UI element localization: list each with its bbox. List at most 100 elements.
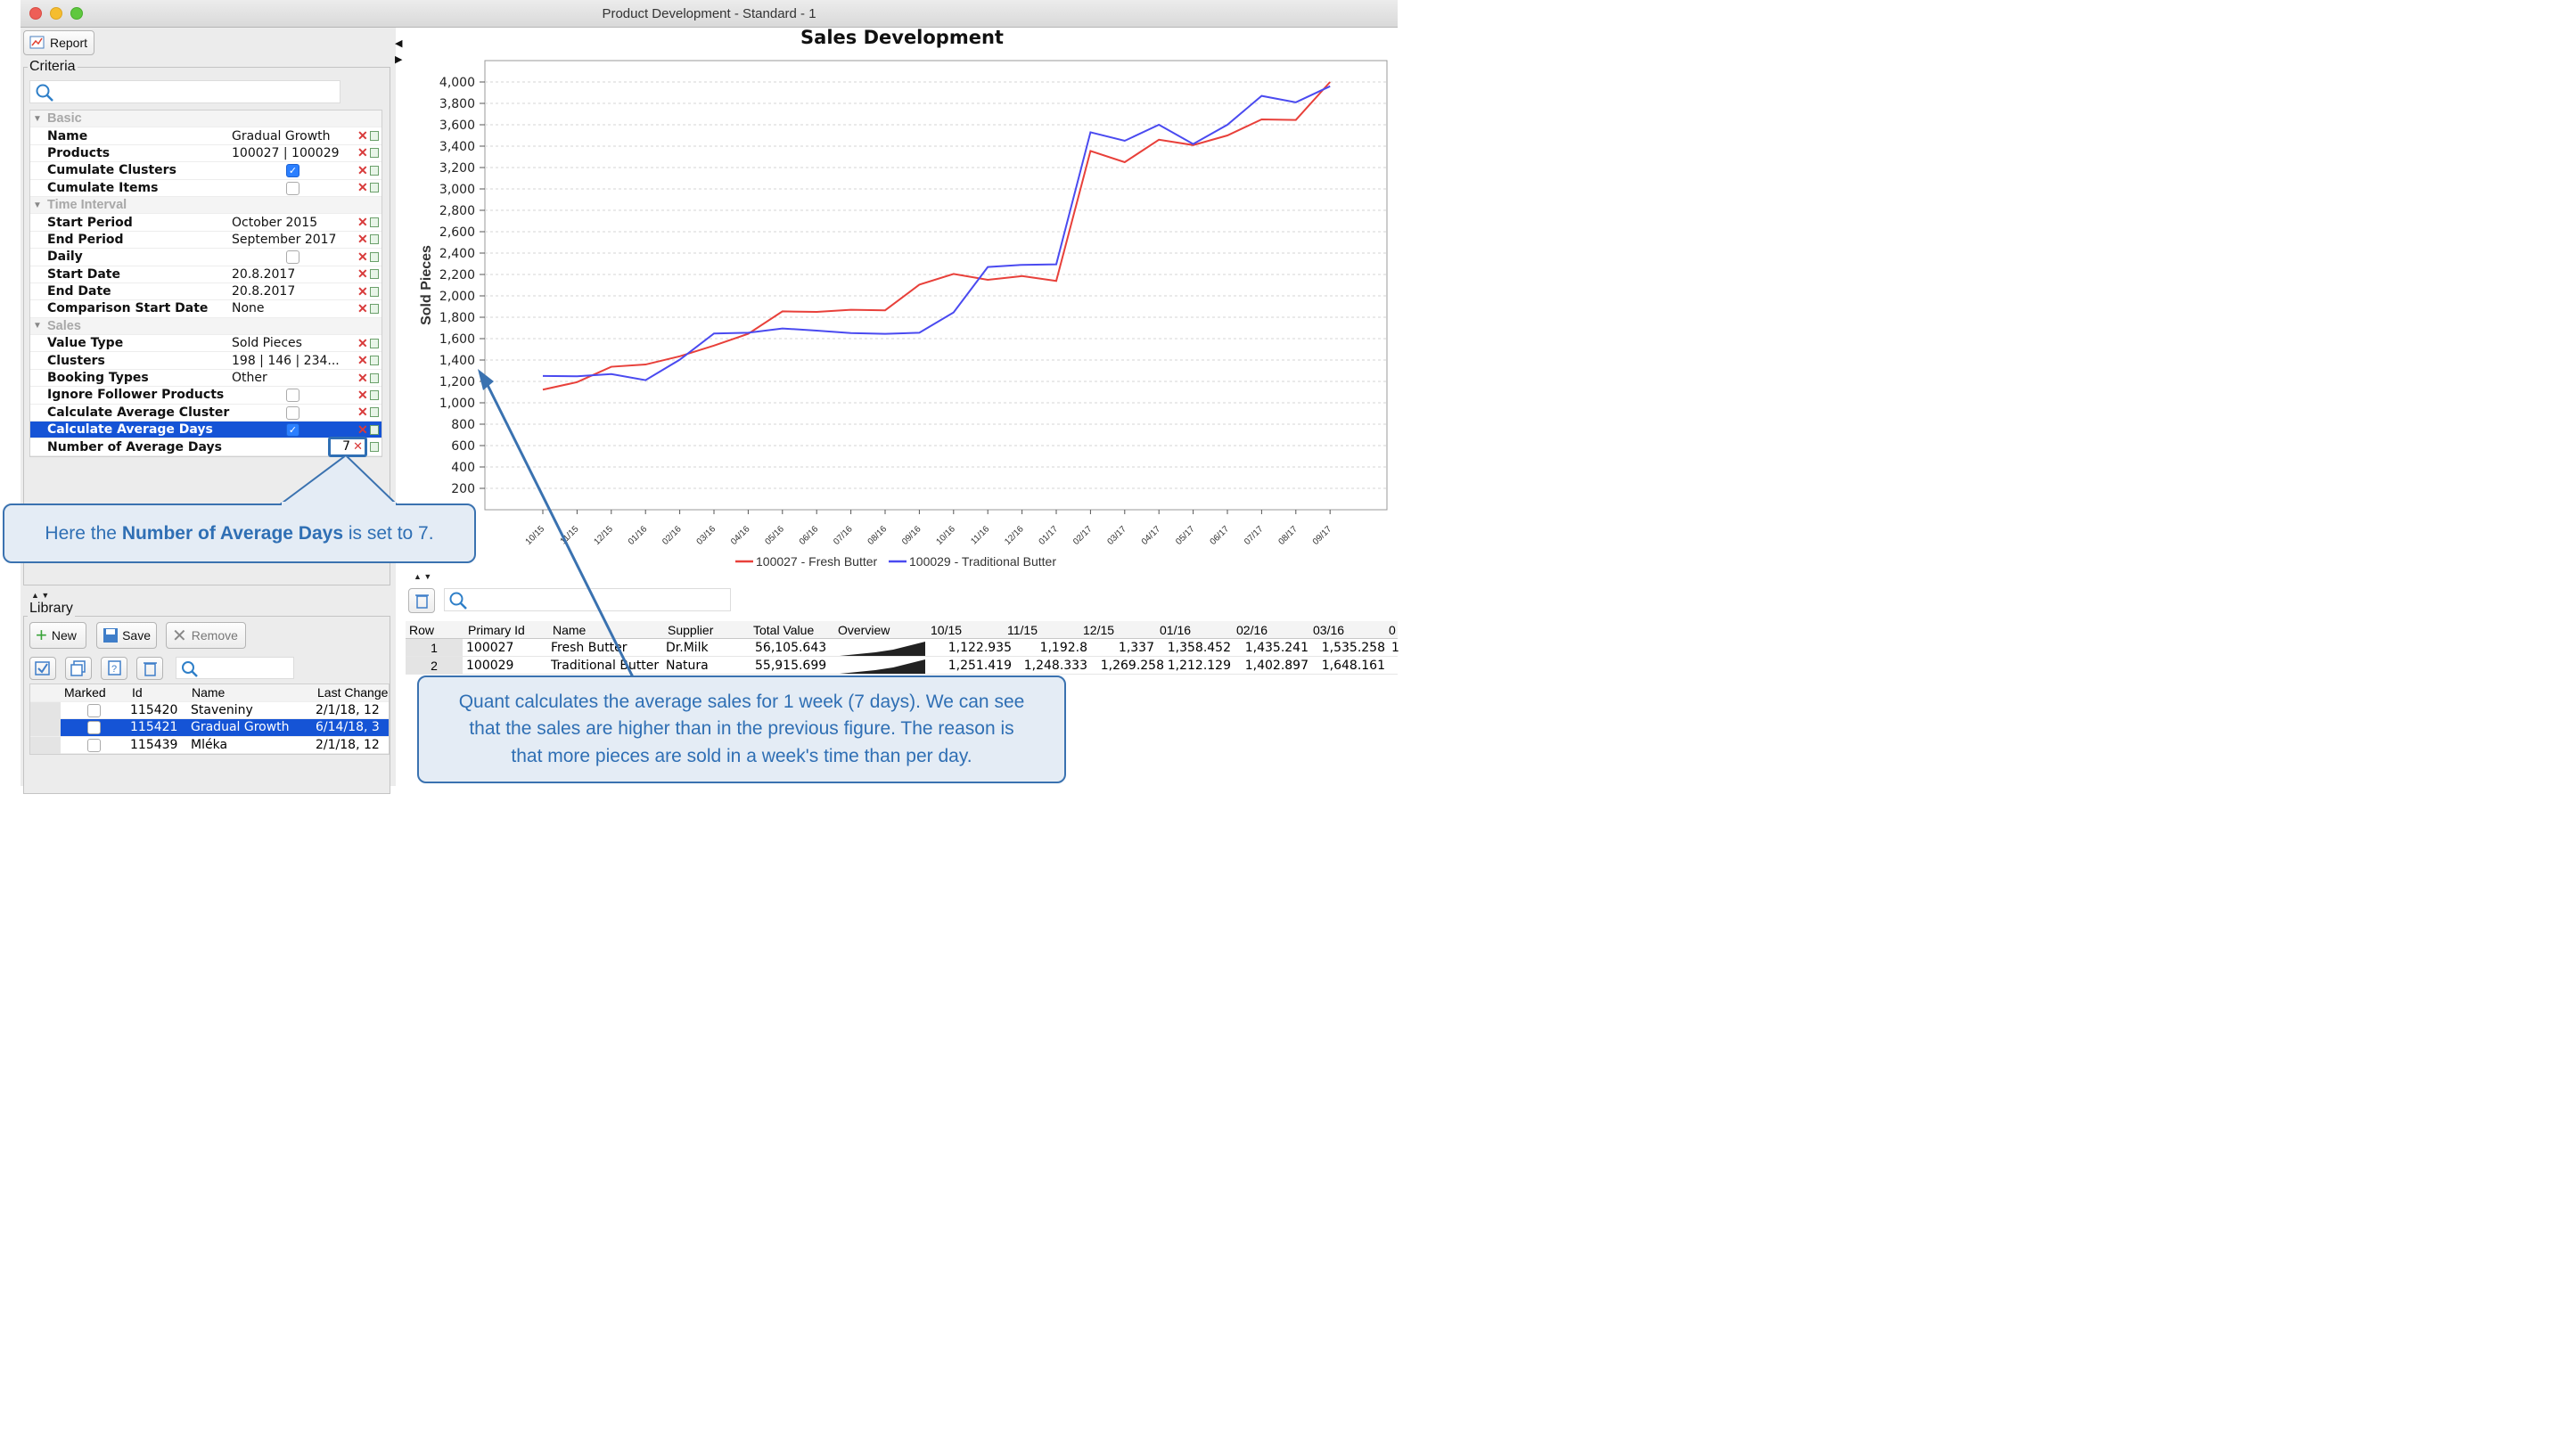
col-name[interactable]: Name	[553, 623, 587, 637]
clear-icon[interactable]: ✕	[357, 283, 368, 299]
delete-button[interactable]	[136, 657, 163, 680]
table-row[interactable]: 2 100029 Traditional Butter Natura 55,91…	[406, 657, 1398, 675]
prop-row-clusters[interactable]: Clusters 198 | 146 | 234... ✕	[30, 352, 381, 370]
edit-icon[interactable]	[370, 148, 379, 159]
col-month[interactable]: 01/16	[1160, 623, 1192, 637]
prop-row-end-date[interactable]: End Date 20.8.2017 ✕	[30, 283, 381, 301]
prop-row-calc-avg-days[interactable]: Calculate Average Days ✓ ✕	[30, 422, 381, 439]
col-total-value[interactable]: Total Value	[753, 623, 815, 637]
edit-icon[interactable]	[370, 442, 379, 453]
col-month[interactable]: 03/16	[1313, 623, 1345, 637]
calc-avg-cluster-checkbox[interactable]	[286, 405, 299, 420]
section-basic[interactable]: ▼ Basic	[30, 111, 381, 128]
col-month[interactable]: 11/15	[1007, 623, 1038, 637]
edit-icon[interactable]	[370, 389, 379, 400]
edit-icon[interactable]	[370, 407, 379, 418]
report-button[interactable]: Report	[23, 30, 94, 55]
library-search-input[interactable]	[176, 657, 294, 679]
prop-row-cumulate-items[interactable]: Cumulate Items ✕	[30, 180, 381, 197]
help-button[interactable]: ?	[101, 657, 127, 680]
split-arrows-icon[interactable]: ▲ ▼	[31, 591, 50, 600]
clear-icon[interactable]: ✕	[357, 353, 368, 368]
edit-icon[interactable]	[370, 251, 379, 262]
col-month[interactable]: 0	[1389, 623, 1396, 637]
cumulate-clusters-checkbox[interactable]: ✓	[286, 164, 299, 178]
marked-checkbox[interactable]	[87, 703, 101, 717]
prop-row-cumulate-clusters[interactable]: Cumulate Clusters ✓ ✕	[30, 162, 381, 180]
edit-icon[interactable]	[370, 356, 379, 366]
prop-row-start-period[interactable]: Start Period October 2015 ✕	[30, 214, 381, 232]
clear-icon[interactable]: ✕	[357, 335, 368, 350]
edit-icon[interactable]	[370, 338, 379, 348]
col-row[interactable]: Row	[409, 623, 435, 637]
col-supplier[interactable]: Supplier	[668, 623, 714, 637]
col-last-change[interactable]: Last Change	[317, 685, 389, 700]
prop-row-value-type[interactable]: Value Type Sold Pieces ✕	[30, 335, 381, 353]
library-row[interactable]: 115439 Mléka 2/1/18, 12	[30, 736, 389, 754]
edit-icon[interactable]	[370, 131, 379, 142]
prop-row-name[interactable]: Name Gradual Growth ✕	[30, 127, 381, 145]
col-id[interactable]: Id	[132, 685, 143, 700]
ignore-follower-checkbox[interactable]	[286, 389, 299, 403]
section-sales[interactable]: ▼ Sales	[30, 317, 381, 336]
clear-icon[interactable]: ✕	[357, 266, 368, 282]
edit-icon[interactable]	[370, 269, 379, 280]
save-button[interactable]: Save	[96, 622, 157, 649]
clear-icon[interactable]: ✕	[357, 405, 368, 420]
split-arrows-icon[interactable]: ▲ ▼	[414, 572, 432, 581]
col-overview[interactable]: Overview	[838, 623, 890, 637]
edit-icon[interactable]	[370, 303, 379, 314]
table-search-input[interactable]	[444, 588, 731, 611]
daily-checkbox[interactable]	[286, 250, 299, 265]
edit-icon[interactable]	[370, 372, 379, 383]
copy-button[interactable]	[65, 657, 92, 680]
prop-row-ignore-follower[interactable]: Ignore Follower Products ✕	[30, 387, 381, 405]
clear-icon[interactable]: ✕	[357, 249, 368, 264]
marked-checkbox[interactable]	[87, 721, 101, 734]
col-primary-id[interactable]: Primary Id	[468, 623, 525, 637]
edit-icon[interactable]	[370, 286, 379, 297]
collapse-panel-arrows-icon[interactable]: ◀ ▶	[395, 38, 403, 65]
clear-icon[interactable]: ✕	[357, 215, 368, 230]
table-row[interactable]: 1 100027 Fresh Butter Dr.Milk 56,105.643…	[406, 639, 1399, 657]
clear-icon[interactable]: ✕	[357, 145, 368, 160]
col-marked[interactable]: Marked	[64, 685, 106, 700]
col-name[interactable]: Name	[192, 685, 226, 700]
edit-icon[interactable]	[370, 165, 379, 176]
clear-icon[interactable]: ✕	[357, 300, 368, 315]
clear-icon[interactable]: ✕	[357, 387, 368, 402]
clear-icon[interactable]: ✕	[357, 128, 368, 143]
criteria-search-input[interactable]	[29, 80, 340, 103]
prop-row-booking-types[interactable]: Booking Types Other ✕	[30, 370, 381, 388]
clear-icon[interactable]: ✕	[353, 439, 363, 454]
section-time-interval[interactable]: ▼ Time Interval	[30, 196, 381, 215]
remove-button[interactable]: ✕ Remove	[166, 622, 246, 649]
col-month[interactable]: 12/15	[1083, 623, 1115, 637]
clear-icon[interactable]: ✕	[357, 422, 368, 437]
maximize-window-button[interactable]	[70, 7, 83, 20]
clear-icon[interactable]: ✕	[357, 370, 368, 385]
clear-icon[interactable]: ✕	[357, 232, 368, 247]
marked-checkbox[interactable]	[87, 738, 101, 752]
col-month[interactable]: 10/15	[931, 623, 963, 637]
col-month[interactable]: 02/16	[1236, 623, 1268, 637]
prop-row-products[interactable]: Products 100027 | 100029 ✕	[30, 145, 381, 163]
cumulate-items-checkbox[interactable]	[286, 181, 299, 195]
minimize-window-button[interactable]	[50, 7, 62, 20]
new-button[interactable]: + New	[29, 622, 86, 649]
edit-icon[interactable]	[370, 183, 379, 193]
mark-all-button[interactable]	[29, 657, 56, 680]
edit-icon[interactable]	[370, 234, 379, 245]
clear-icon[interactable]: ✕	[357, 162, 368, 177]
close-window-button[interactable]	[29, 7, 42, 20]
table-delete-button[interactable]	[408, 588, 435, 613]
library-row[interactable]: 115421 Gradual Growth 6/14/18, 3	[30, 719, 389, 737]
prop-row-start-date[interactable]: Start Date 20.8.2017 ✕	[30, 266, 381, 283]
library-row[interactable]: 115420 Staveniny 2/1/18, 12	[30, 701, 389, 719]
clear-icon[interactable]: ✕	[357, 180, 368, 195]
prop-row-comparison-start-date[interactable]: Comparison Start Date None ✕	[30, 300, 381, 318]
edit-icon[interactable]	[370, 217, 379, 228]
prop-row-end-period[interactable]: End Period September 2017 ✕	[30, 232, 381, 250]
calc-avg-days-checkbox[interactable]: ✓	[286, 423, 299, 438]
edit-icon[interactable]	[370, 424, 379, 435]
